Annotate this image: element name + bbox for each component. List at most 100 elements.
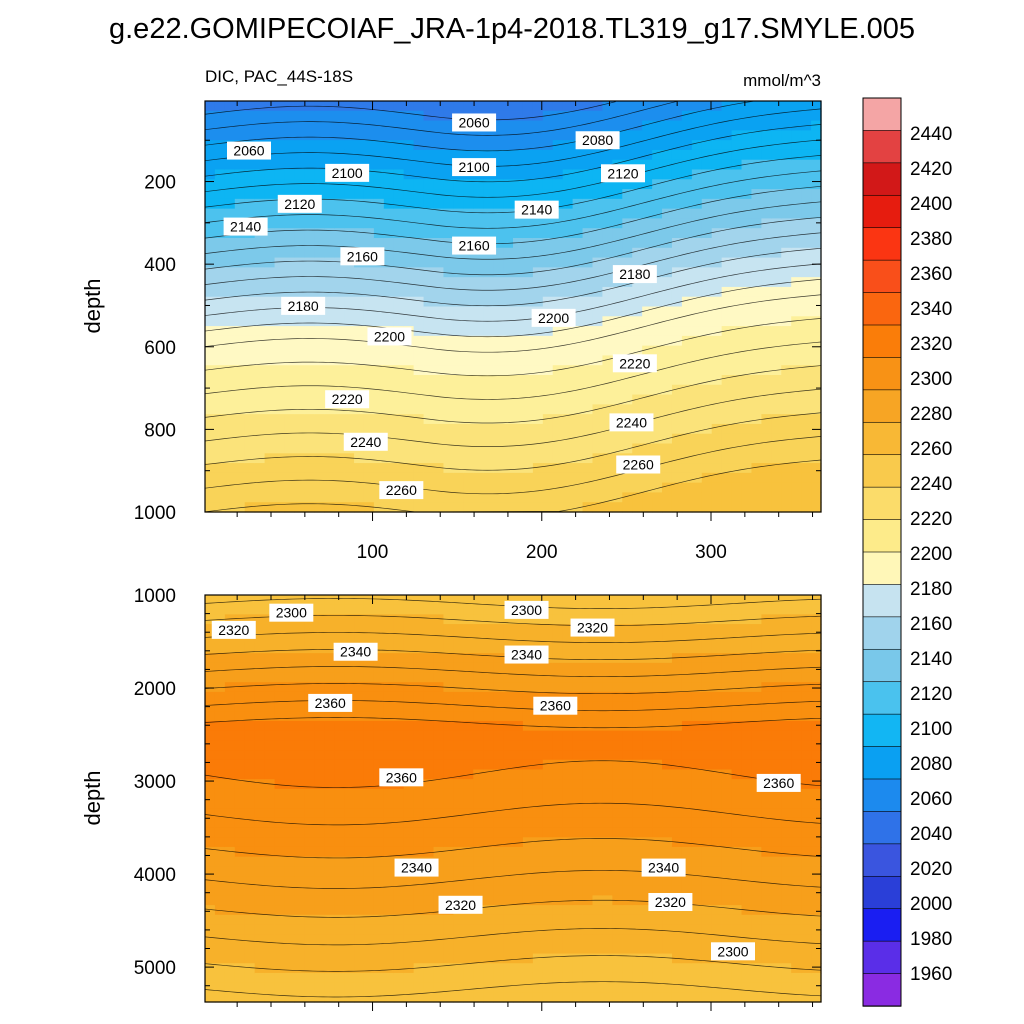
lower-field-cell	[304, 730, 315, 741]
upper-field-cell	[572, 492, 584, 503]
lower-field-cell	[572, 769, 584, 780]
upper-field-cell	[781, 228, 792, 239]
upper-field-cell	[701, 414, 713, 425]
lower-field-cell	[304, 643, 315, 654]
colorbar-box	[862, 227, 902, 261]
lower-field-cell	[483, 846, 494, 858]
upper-field-cell	[542, 463, 554, 474]
lower-field-cell	[592, 846, 604, 858]
lower-field-cell	[701, 846, 713, 858]
upper-field-cell	[781, 375, 792, 386]
lower-field-cell	[224, 972, 236, 984]
lower-field-cell	[433, 662, 445, 674]
upper-field-cell	[552, 375, 564, 386]
lower-field-cell	[314, 885, 325, 897]
upper-field-cell	[622, 228, 633, 239]
upper-field-cell	[622, 198, 633, 210]
lower-field-cell	[741, 769, 753, 780]
upper-field-cell	[542, 472, 554, 484]
lower-field-cell	[552, 779, 564, 790]
lower-field-cell	[463, 662, 474, 674]
lower-field-cell	[503, 866, 514, 877]
lower-field-cell	[562, 769, 574, 780]
lower-field-cell	[433, 604, 445, 615]
lower-field-cell	[244, 808, 256, 819]
upper-field-cell	[552, 472, 564, 484]
lower-field-cell	[731, 653, 743, 664]
upper-field-cell	[493, 365, 504, 376]
upper-field-cell	[354, 286, 365, 298]
lower-field-cell	[741, 691, 753, 703]
upper-field-cell	[711, 482, 723, 494]
upper-field-cell	[403, 345, 415, 357]
upper-field-cell	[811, 482, 822, 494]
upper-field-cell	[592, 384, 604, 396]
lower-field-cell	[642, 691, 653, 703]
upper-field-cell	[791, 149, 802, 161]
upper-field-cell	[254, 198, 266, 210]
upper-field-cell	[701, 492, 713, 503]
lower-field-cell	[552, 914, 564, 926]
colorbar-label: 2240	[910, 474, 952, 495]
upper-field-cell	[205, 433, 216, 445]
upper-field-cell	[503, 208, 514, 220]
lower-field-cell	[254, 817, 266, 829]
lower-field-cell	[731, 885, 743, 897]
upper-field-cell	[751, 189, 762, 200]
lower-field-cell	[493, 817, 504, 829]
lower-field-cell	[522, 624, 534, 635]
upper-field-cell	[691, 423, 703, 435]
lower-field-cell	[711, 905, 723, 916]
upper-field-cell	[483, 502, 494, 513]
upper-field-cell	[513, 355, 524, 366]
upper-field-cell	[344, 110, 355, 122]
lower-field-cell	[691, 750, 703, 761]
upper-field-cell	[314, 238, 325, 249]
upper-field-cell	[423, 384, 435, 396]
lower-field-cell	[542, 730, 554, 741]
upper-field-cell	[592, 238, 604, 249]
upper-field-cell	[721, 120, 733, 131]
lower-field-cell	[383, 905, 395, 916]
upper-field-cell	[761, 198, 772, 210]
upper-field-cell	[314, 257, 325, 268]
upper-field-cell	[254, 159, 266, 171]
upper-field-cell	[612, 198, 623, 210]
upper-field-cell	[761, 414, 772, 425]
upper-field-cell	[294, 169, 305, 180]
upper-field-cell	[602, 110, 613, 122]
upper-field-cell	[652, 149, 663, 161]
upper-field-cell	[373, 169, 385, 180]
upper-field-cell	[781, 365, 792, 376]
lower-field-cell	[284, 827, 296, 838]
upper-field-cell	[781, 169, 792, 180]
colorbar-label: 2140	[910, 649, 952, 670]
upper-field-cell	[662, 414, 673, 425]
upper-field-cell	[234, 286, 246, 298]
upper-field-cell	[532, 355, 544, 366]
lower-field-cell	[443, 662, 454, 674]
lower-field-cell	[205, 963, 216, 974]
lower-field-cell	[373, 701, 385, 712]
lower-field-cell	[373, 788, 385, 800]
lower-field-cell	[254, 672, 266, 683]
lower-field-cell	[473, 943, 484, 955]
upper-field-cell	[473, 414, 484, 425]
upper-field-cell	[254, 306, 266, 317]
upper-field-cell	[811, 286, 822, 298]
upper-field-cell	[522, 453, 534, 464]
upper-field-cell	[741, 198, 753, 210]
upper-field-cell	[433, 472, 445, 484]
lower-field-cell	[324, 856, 335, 867]
upper-field-cell	[801, 257, 812, 268]
lower-field-cell	[373, 614, 385, 625]
upper-field-cell	[542, 375, 554, 386]
lower-field-cell	[234, 895, 246, 906]
upper-field-cell	[731, 267, 743, 278]
upper-field-cell	[791, 404, 802, 415]
upper-field-cell	[701, 345, 713, 357]
upper-field-cell	[741, 228, 753, 239]
upper-field-cell	[741, 394, 753, 405]
lower-field-cell	[493, 701, 504, 712]
upper-field-cell	[602, 463, 613, 474]
